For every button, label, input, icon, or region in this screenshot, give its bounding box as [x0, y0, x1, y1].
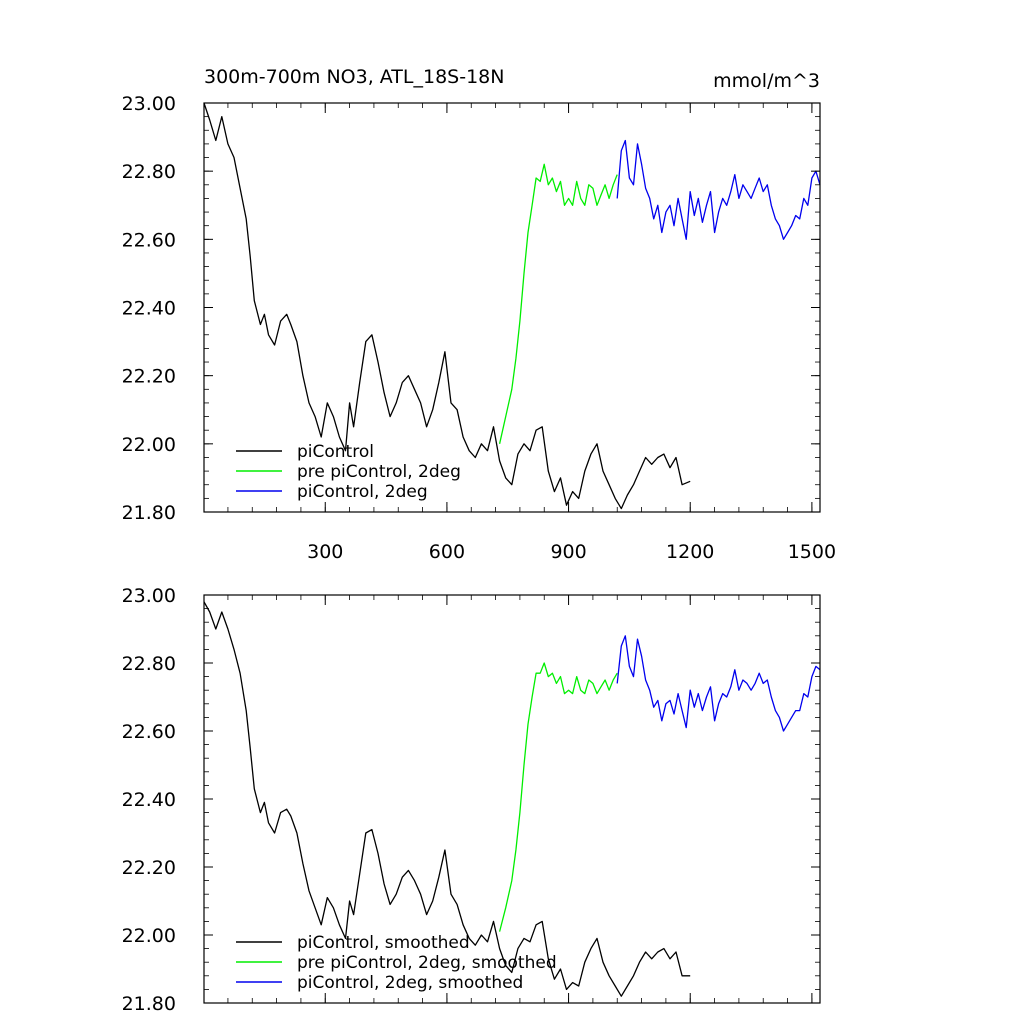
series-lines: [203, 102, 821, 510]
y-tick-label: 22.40: [122, 789, 176, 811]
x-tick-label: 600: [429, 541, 465, 563]
series-lines: [203, 601, 821, 997]
panel-top: 300m-700m NO3, ATL_18S-18N mmol/m^3 21.8…: [122, 66, 836, 563]
units-label: mmol/m^3: [713, 70, 820, 92]
x-tick-label: 900: [550, 541, 586, 563]
x-tick-label: 1200: [666, 541, 714, 563]
series-line-0: [203, 102, 691, 510]
chart-title: 300m-700m NO3, ATL_18S-18N: [204, 66, 504, 88]
series-line-2: [616, 139, 821, 240]
axis-ticks: 21.80 22.00 22.20 22.40 22.60 22.80 23.00: [122, 585, 820, 1015]
x-tick-label: 1500: [788, 541, 836, 563]
legend-label: pre piControl, 2deg, smoothed: [297, 953, 557, 973]
series-line-2: [616, 635, 821, 732]
legend-label: piControl, 2deg, smoothed: [297, 973, 523, 993]
series-line-0: [203, 601, 691, 997]
y-tick-label: 21.80: [122, 993, 176, 1015]
plot-frame: [203, 102, 821, 513]
legend-label: pre piControl, 2deg: [297, 462, 461, 482]
y-tick-label: 22.00: [122, 925, 176, 947]
y-tick-label: 22.60: [122, 721, 176, 743]
legend-label: piControl, 2deg: [297, 482, 428, 502]
axis-ticks: 21.80 22.00 22.20 22.40 22.60 22.80 23.00 300 60…: [122, 93, 836, 563]
y-tick-label: 22.20: [122, 366, 176, 388]
y-tick-label: 21.80: [122, 502, 176, 524]
y-tick-label: 22.20: [122, 857, 176, 879]
y-tick-label: 22.80: [122, 653, 176, 675]
series-line-1: [498, 662, 618, 932]
y-tick-label: 22.00: [122, 434, 176, 456]
panel-bottom: 21.80 22.00 22.20 22.40 22.60 22.80 23.00 piCo…: [122, 585, 821, 1015]
y-tick-label: 23.00: [122, 585, 176, 607]
series-line-1: [498, 163, 618, 444]
legend-label: piControl, smoothed: [297, 933, 470, 953]
plot-frame: [203, 594, 821, 1004]
x-tick-label: 300: [307, 541, 343, 563]
y-tick-label: 22.60: [122, 229, 176, 251]
legend-label: piControl: [297, 442, 374, 462]
y-tick-label: 23.00: [122, 93, 176, 115]
y-tick-label: 22.80: [122, 161, 176, 183]
y-tick-label: 22.40: [122, 298, 176, 320]
